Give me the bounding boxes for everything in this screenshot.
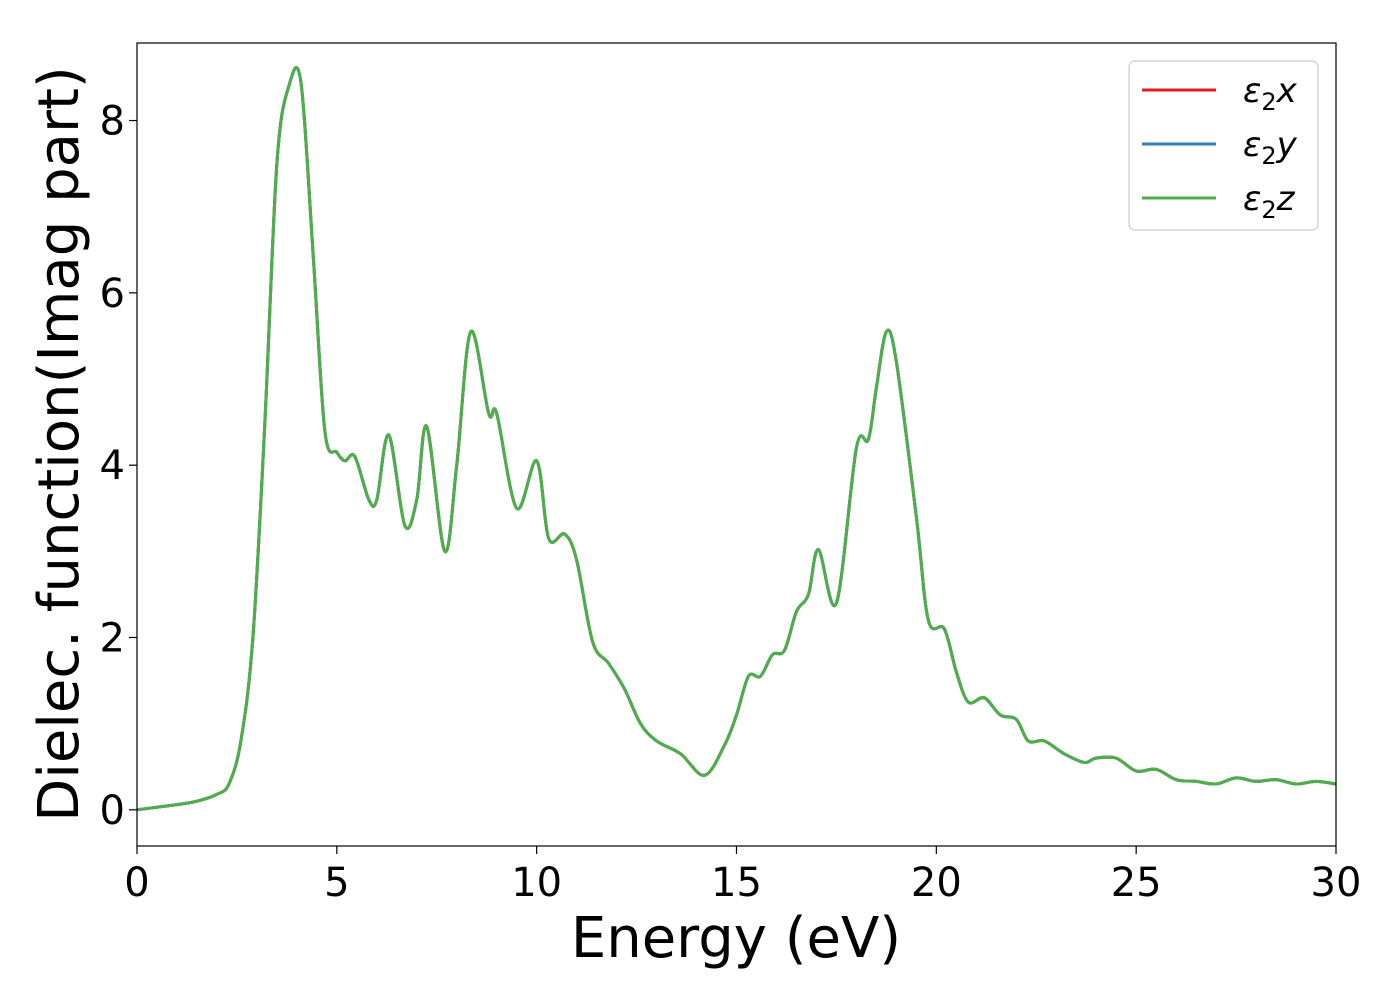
legend-label-x: ε2x (1243, 71, 1298, 116)
y-tick-label: 0 (100, 788, 125, 834)
legend-label-variable: z (1276, 179, 1296, 219)
legend-label-base: ε (1243, 125, 1261, 165)
x-tick-label: 5 (324, 860, 349, 906)
legend-label-z: ε2z (1243, 179, 1296, 224)
legend-label-base: ε (1243, 71, 1261, 111)
legend-box (1128, 60, 1319, 231)
legend-label-variable: y (1276, 125, 1298, 165)
x-axis-title: Energy (eV) (571, 906, 901, 971)
series-layer (137, 66, 1336, 812)
y-tick-label: 2 (100, 615, 125, 661)
y-axis: 0 2 4 6 8 (100, 99, 137, 834)
y-tick-label: 4 (100, 443, 125, 489)
legend-label-y: ε2y (1243, 125, 1298, 170)
x-tick-label: 0 (124, 860, 149, 906)
legend-label-base: ε (1243, 179, 1261, 219)
legend-label-subscript: 2 (1261, 88, 1276, 116)
x-axis: 0 5 10 15 20 25 30 (124, 846, 1361, 906)
x-tick-label: 10 (511, 860, 562, 906)
x-tick-label: 20 (911, 860, 962, 906)
x-tick-label: 15 (711, 860, 762, 906)
y-tick-label: 8 (100, 99, 125, 145)
legend-label-subscript: 2 (1261, 142, 1276, 170)
y-tick-label: 6 (100, 271, 125, 317)
y-axis-title: Dielec. function(Imag part) (27, 66, 92, 822)
x-tick-label: 25 (1111, 860, 1162, 906)
x-tick-label: 30 (1311, 860, 1362, 906)
series-line-z (137, 66, 1336, 812)
legend-label-subscript: 2 (1261, 196, 1276, 224)
legend-label-variable: x (1276, 71, 1298, 111)
